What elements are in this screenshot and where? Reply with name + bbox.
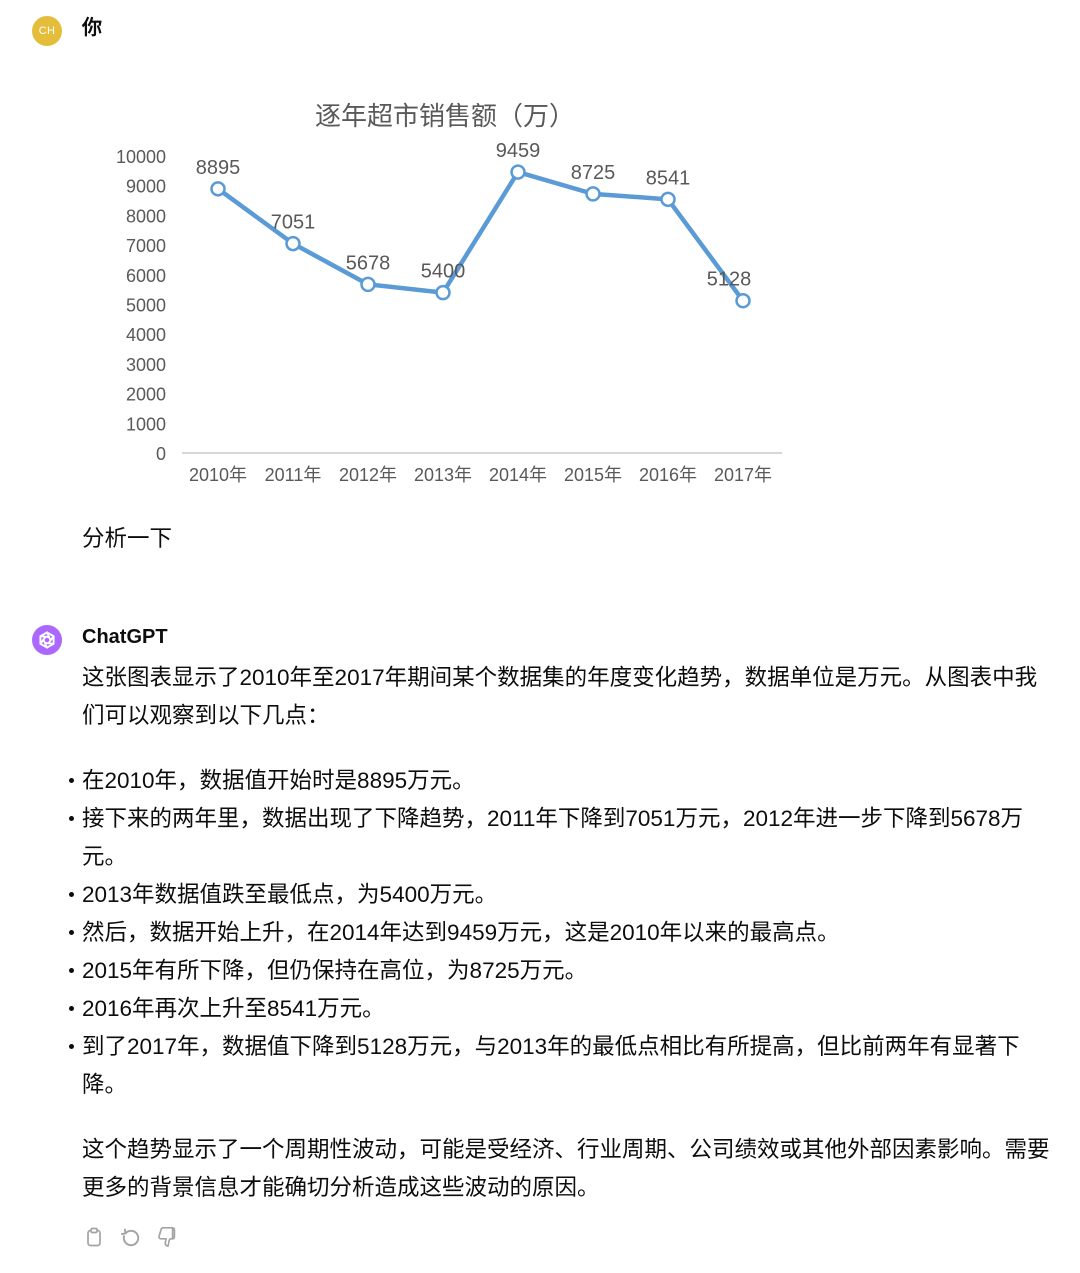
data-point xyxy=(660,191,676,208)
assistant-message: ChatGPT 这张图表显示了2010年至2017年期间某个数据集的年度变化趋势… xyxy=(0,625,1080,1248)
y-tick-label: 3000 xyxy=(126,355,166,375)
chart-attachment[interactable]: 逐年超市销售额（万） 0 1000 2000 3000 4000 5000 6000 7000 8… xyxy=(82,95,1057,500)
assistant-conclusion: 这个趋势显示了一个周期性波动，可能是受经济、行业周期、公司绩效或其他外部因素影响… xyxy=(82,1137,1050,1200)
data-label: 8725 xyxy=(571,162,616,184)
y-tick-label: 2000 xyxy=(126,385,166,405)
chart-title: 逐年超市销售额（万） xyxy=(315,101,575,131)
list-item: 在2010年，数据值开始时是8895万元。 xyxy=(69,762,1057,800)
list-item: 2013年数据值跌至最低点，为5400万元。 xyxy=(69,876,1057,914)
x-axis-label: 2015年 xyxy=(564,465,622,485)
sales-line-chart: 逐年超市销售额（万） 0 1000 2000 3000 4000 5000 6000 7000 8… xyxy=(116,101,782,485)
y-tick-label: 6000 xyxy=(126,266,166,286)
x-axis-label: 2011年 xyxy=(265,465,322,485)
list-item: 然后，数据开始上升，在2014年达到9459万元，这是2010年以来的最高点。 xyxy=(69,914,1057,952)
clipboard-icon xyxy=(86,1227,101,1246)
data-point xyxy=(435,284,451,301)
message-actions xyxy=(82,1225,1057,1248)
x-axis-label: 2010年 xyxy=(189,465,247,485)
y-tick-label: 7000 xyxy=(126,236,166,256)
x-axis-label: 2017年 xyxy=(714,465,772,485)
x-axis-label: 2012年 xyxy=(339,465,397,485)
y-tick-label: 8000 xyxy=(126,206,166,226)
data-point xyxy=(585,186,601,202)
analysis-list: 在2010年，数据值开始时是8895万元。 接下来的两年里，数据出现了下降趋势，… xyxy=(69,762,1057,1104)
data-point xyxy=(735,292,751,309)
data-label: 5128 xyxy=(707,269,752,291)
copy-button[interactable] xyxy=(82,1225,105,1248)
user-message: CH 你 逐年超市销售额（万） 0 1000 2000 3000 4000 5000 6000… xyxy=(0,0,1080,558)
y-tick-label: 10000 xyxy=(116,147,166,167)
regenerate-icon xyxy=(120,1228,139,1246)
data-point xyxy=(285,235,301,252)
list-item: 2015年有所下降，但仍保持在高位，为8725万元。 xyxy=(69,952,1057,990)
x-axis-label: 2016年 xyxy=(639,465,697,485)
y-tick-label: 5000 xyxy=(126,296,166,316)
y-tick-label: 1000 xyxy=(126,414,166,434)
data-label: 9459 xyxy=(496,140,541,162)
list-item: 接下来的两年里，数据出现了下降趋势，2011年下降到7051万元，2012年进一… xyxy=(69,800,1057,876)
assistant-name: ChatGPT xyxy=(82,626,168,648)
data-label: 5678 xyxy=(346,252,391,274)
data-point xyxy=(360,276,376,293)
list-item: 2016年再次上升至8541万元。 xyxy=(69,990,1057,1028)
user-name: 你 xyxy=(82,17,102,39)
y-tick-label: 4000 xyxy=(126,325,166,345)
data-label: 5400 xyxy=(421,261,466,283)
data-label: 7051 xyxy=(271,212,316,234)
user-avatar: CH xyxy=(32,16,62,46)
data-label: 8541 xyxy=(646,167,691,189)
openai-flower-icon xyxy=(39,631,55,649)
thumbs-down-icon xyxy=(157,1226,175,1247)
series-line xyxy=(215,169,746,303)
y-tick-label: 0 xyxy=(156,444,166,464)
thumbs-down-button[interactable] xyxy=(156,1225,179,1248)
y-tick-label: 9000 xyxy=(126,177,166,197)
data-label: 8895 xyxy=(196,157,241,179)
data-point xyxy=(510,164,526,180)
chatgpt-avatar xyxy=(32,625,62,655)
user-message-text: 分析一下 xyxy=(82,526,173,551)
x-axis-label: 2014年 xyxy=(489,465,547,485)
user-avatar-initials: CH xyxy=(38,25,56,37)
regenerate-button[interactable] xyxy=(119,1225,142,1248)
assistant-intro: 这张图表显示了2010年至2017年期间某个数据集的年度变化趋势，数据单位是万元… xyxy=(82,665,1038,728)
list-item: 到了2017年，数据值下降到5128万元，与2013年的最低点相比有所提高，但比… xyxy=(69,1028,1057,1104)
x-axis-label: 2013年 xyxy=(414,465,472,485)
data-point xyxy=(210,181,226,197)
